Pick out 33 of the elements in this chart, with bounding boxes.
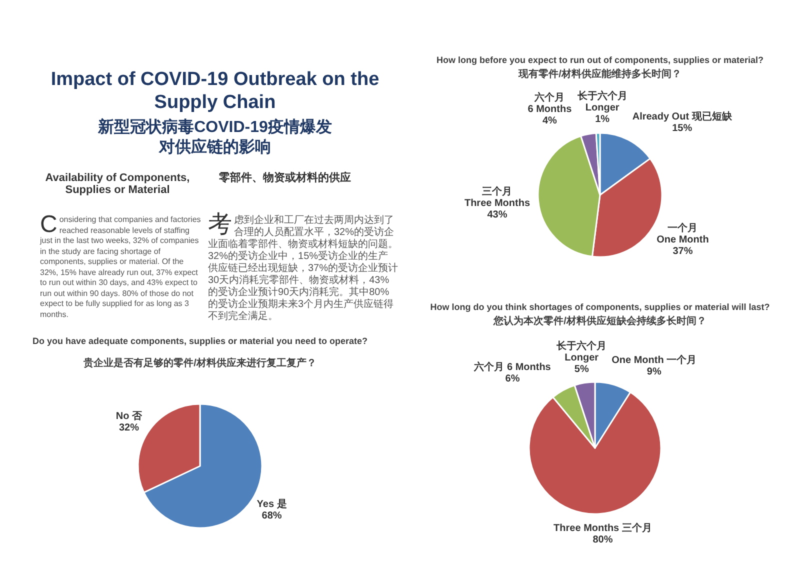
- text: Availability of Components, Supplies or Material: [44, 172, 191, 196]
- data-label: 37%: [672, 246, 693, 258]
- data-label: 5%: [574, 364, 589, 376]
- chart-subtitle: 贵企业是否有足够的零件/材料供应来进行复工复产？: [82, 356, 318, 370]
- text: 考虑到企业和工厂在过去两周内达到了合理的人员配置水平，32%的受访企业面临着零部件、物资或材料短缺的问题。32%的受访企业中，15%受访企业的生产供应链已经出现短缺，37%的受访企业预计30天内消耗完零部件、物资或材料，43%的受访企业预计90天内消耗完。其中80%的受访企业预期未来3个月内生产供应链得不到完全满足。: [208, 211, 398, 322]
- data-label: 80%: [592, 534, 613, 546]
- data-label: 32%: [118, 422, 140, 434]
- slice-label: Three Months 三个月: [554, 522, 652, 534]
- chart-title: Do you have adequate components, supplies or material you need to operate?: [31, 336, 369, 346]
- data-label: 15%: [672, 122, 692, 134]
- slice-label: 一个月 One Month: [656, 222, 709, 246]
- data-label: 1%: [595, 114, 610, 126]
- chart-subtitle: 现有零件/材料供应能维持多长时间？: [517, 67, 682, 81]
- slice-label: 六个月 6 Months: [528, 92, 572, 116]
- slice-label: Already Out 现已短缺: [632, 110, 733, 122]
- chart-subtitle: 您认为本次零件/材料供应短缺会持续多长时间？: [492, 314, 708, 328]
- slice-label: 六个月 6 Months: [473, 361, 552, 374]
- text: 零部件、物资或材料的供应: [218, 172, 352, 184]
- data-label: 43%: [487, 210, 508, 221]
- data-label: 6%: [505, 374, 520, 385]
- data-label: 4%: [542, 116, 558, 127]
- chart-title: How long before you expect to run out of components, supplies or material?: [435, 55, 765, 65]
- slice-label: No 否: [116, 411, 144, 422]
- data-label: 9%: [646, 366, 662, 378]
- slice-label: One Month 一个月: [612, 354, 697, 366]
- text: 新型冠状病毒COVID-19疫情爆发对供应链的影响: [96, 118, 333, 158]
- slice-label: 长于六个月 Longer: [556, 340, 607, 364]
- slice-label: Yes 是: [256, 498, 287, 510]
- chart-title: How long do you think shortages of components, supplies or material will last?: [429, 302, 771, 312]
- text: Impact of COVID-19 Outbreak on the Supply Chain: [50, 68, 380, 114]
- slice-label: 长于六个月 Longer: [576, 90, 628, 114]
- slice-label: 三个月 Three Months: [464, 186, 530, 210]
- data-label: 68%: [262, 510, 282, 522]
